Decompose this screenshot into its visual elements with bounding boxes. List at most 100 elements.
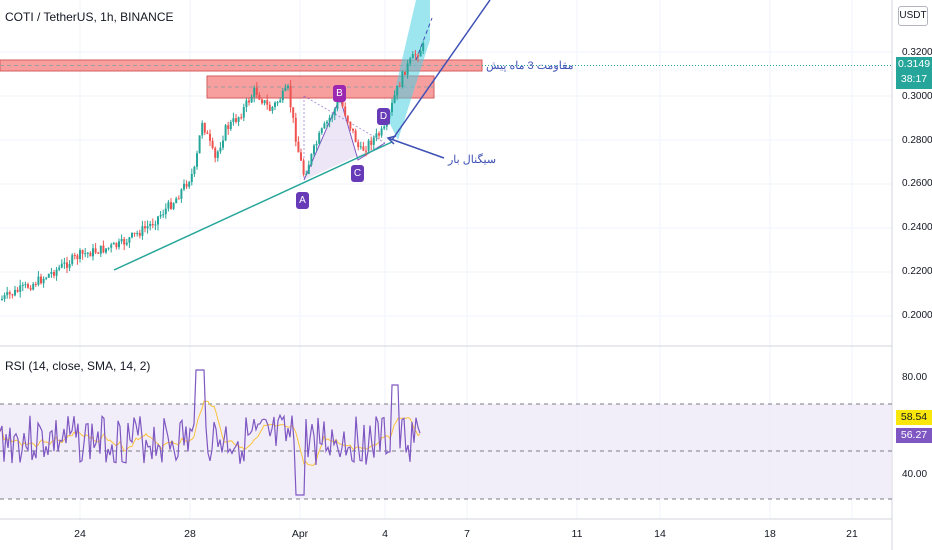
point-label-d[interactable]: D bbox=[377, 108, 390, 125]
candle-body bbox=[211, 140, 214, 148]
rsi-sma-line[interactable] bbox=[0, 400, 421, 467]
time-tick: 24 bbox=[74, 528, 86, 540]
candle-body bbox=[55, 269, 58, 276]
candle-body bbox=[50, 271, 53, 275]
candle-body bbox=[274, 102, 276, 107]
candle-body bbox=[27, 284, 29, 288]
candle-body bbox=[14, 289, 16, 296]
support-trendline[interactable] bbox=[113, 141, 393, 271]
candle-body bbox=[123, 239, 126, 245]
candle-body bbox=[92, 248, 94, 257]
rsi-band bbox=[0, 404, 892, 499]
candle-body bbox=[346, 115, 349, 122]
candle-body bbox=[297, 141, 300, 153]
rsi-line[interactable] bbox=[0, 369, 421, 496]
candle-body bbox=[180, 189, 183, 199]
time-tick: 21 bbox=[846, 528, 858, 540]
candle-body bbox=[136, 232, 139, 234]
candle-body bbox=[183, 183, 185, 190]
candle-body bbox=[149, 223, 152, 227]
candle-body bbox=[266, 100, 269, 105]
time-tick: 4 bbox=[382, 528, 388, 540]
candle-body bbox=[170, 202, 172, 209]
candle-body bbox=[245, 100, 248, 108]
price-tick: 0.2400 bbox=[902, 222, 932, 233]
point-label-b[interactable]: B bbox=[333, 85, 346, 102]
candle-body bbox=[144, 226, 146, 229]
candle-body bbox=[105, 248, 107, 253]
candle-body bbox=[331, 115, 334, 118]
candle-body bbox=[151, 223, 154, 226]
candle-body bbox=[357, 142, 360, 148]
candle-body bbox=[375, 133, 378, 138]
candle-body bbox=[34, 283, 37, 285]
candle-body bbox=[172, 203, 175, 209]
candle-body bbox=[352, 128, 354, 131]
candle-body bbox=[417, 55, 419, 57]
candle-body bbox=[125, 242, 128, 245]
rsi-title[interactable]: RSI (14, close, SMA, 14, 2) bbox=[5, 359, 151, 373]
candle-body bbox=[328, 117, 331, 122]
candle-body bbox=[271, 106, 274, 111]
signal-note[interactable]: سیگنال بار bbox=[448, 154, 497, 166]
bar-countdown: 38:17 bbox=[900, 73, 928, 85]
candle-body bbox=[411, 54, 414, 59]
candle-body bbox=[198, 135, 201, 154]
candle-body bbox=[21, 284, 24, 286]
resistance-note[interactable]: مقاومت 3 ماه پیش bbox=[486, 60, 574, 72]
candle-body bbox=[45, 277, 48, 279]
symbol-title[interactable]: COTI / TetherUS, 1h, BINANCE bbox=[5, 10, 174, 24]
candle-body bbox=[1, 298, 3, 300]
signal-arrow-head bbox=[386, 135, 397, 145]
candle-body bbox=[157, 216, 159, 225]
candle-body bbox=[276, 102, 279, 104]
abcd-pattern-fill bbox=[304, 98, 385, 180]
price-tick: 0.3000 bbox=[902, 91, 932, 102]
candle-body bbox=[383, 126, 386, 129]
currency-button[interactable]: USDT bbox=[898, 6, 928, 26]
candle-body bbox=[29, 287, 32, 290]
candle-body bbox=[305, 173, 308, 175]
price-tick: 0.2200 bbox=[902, 266, 932, 277]
candle-body bbox=[372, 137, 375, 145]
signal-arrow[interactable] bbox=[387, 137, 445, 159]
candle-body bbox=[214, 147, 217, 158]
ascending-channel[interactable] bbox=[388, 0, 430, 140]
candle-body bbox=[224, 125, 227, 141]
candle-body bbox=[177, 198, 180, 200]
candle-body bbox=[164, 208, 167, 215]
candle-body bbox=[261, 99, 263, 104]
candle-body bbox=[11, 294, 14, 296]
candle-body bbox=[287, 85, 289, 88]
candle-body bbox=[401, 71, 404, 87]
candle-body bbox=[326, 121, 328, 124]
candle-body bbox=[359, 146, 362, 148]
candle-body bbox=[414, 54, 417, 56]
candle-body bbox=[89, 252, 92, 257]
candle-body bbox=[292, 107, 295, 118]
candle-body bbox=[307, 164, 310, 174]
point-label-c[interactable]: C bbox=[351, 165, 364, 182]
candle-body bbox=[193, 166, 196, 174]
candle-body bbox=[284, 87, 287, 91]
candle-body bbox=[79, 250, 81, 259]
candle-body bbox=[294, 117, 297, 142]
candle-body bbox=[242, 107, 245, 118]
candle-body bbox=[203, 123, 206, 133]
channel-projection-line[interactable] bbox=[391, 0, 491, 141]
candle-body bbox=[227, 125, 230, 130]
candle-body bbox=[196, 153, 198, 167]
candle-body bbox=[232, 118, 235, 122]
time-tick: 7 bbox=[464, 528, 470, 540]
candle-body bbox=[219, 147, 222, 152]
candle-body bbox=[370, 140, 373, 145]
price-tick: 0.3200 bbox=[902, 47, 932, 58]
point-label-a[interactable]: A bbox=[296, 192, 309, 209]
candlestick-series[interactable] bbox=[1, 41, 425, 302]
candle-body bbox=[97, 252, 100, 254]
candle-body bbox=[209, 133, 211, 141]
candle-body bbox=[138, 232, 141, 236]
last-price-value: 0.3149 bbox=[897, 58, 931, 70]
candle-body bbox=[141, 226, 144, 236]
